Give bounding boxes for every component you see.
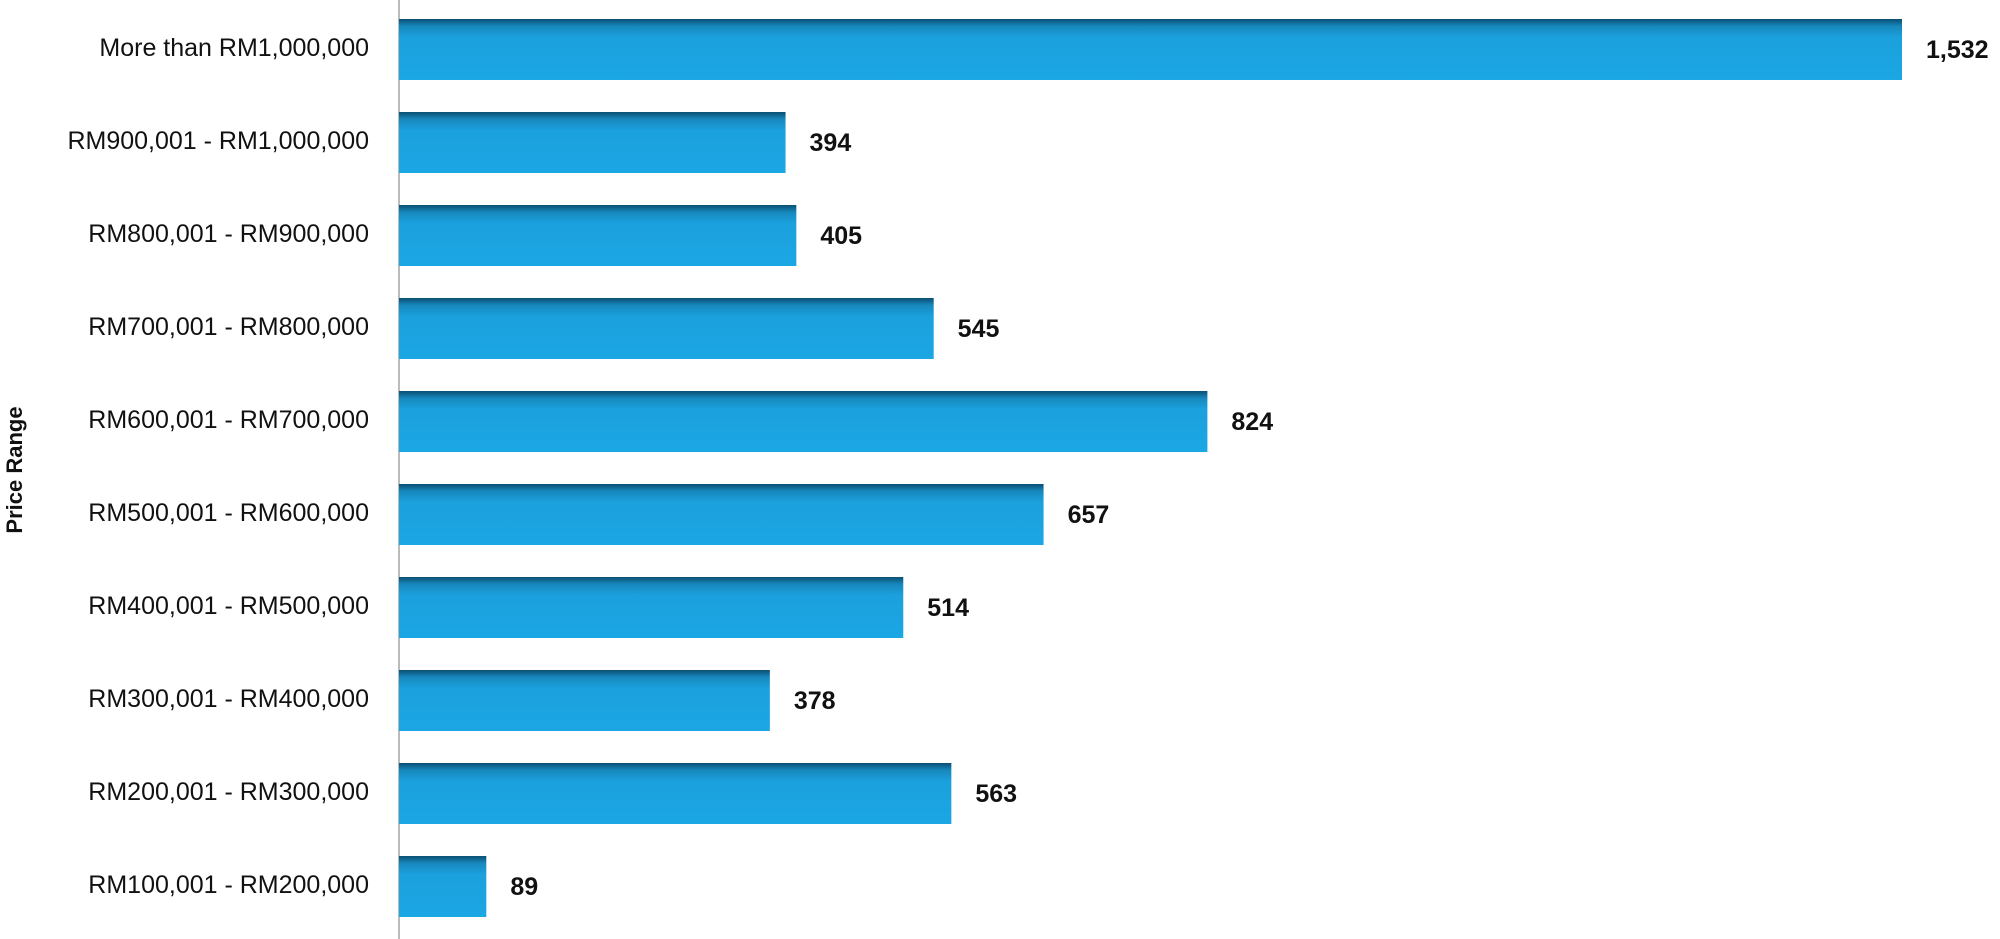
- data-label: 1,532: [1926, 36, 1989, 64]
- bar: [399, 670, 770, 731]
- y-tick-label: RM100,001 - RM200,000: [88, 871, 369, 899]
- bar: [399, 19, 1902, 80]
- data-label: 545: [958, 315, 1000, 343]
- bar: [399, 484, 1044, 545]
- y-tick-label: RM800,001 - RM900,000: [88, 220, 369, 248]
- data-label: 563: [975, 780, 1017, 808]
- y-axis-label: Price Range: [2, 406, 27, 533]
- y-tick-label: More than RM1,000,000: [99, 34, 369, 62]
- data-label: 657: [1068, 501, 1110, 529]
- bar: [399, 391, 1208, 452]
- bar: [399, 577, 904, 638]
- y-tick-label: RM900,001 - RM1,000,000: [67, 127, 369, 155]
- bar: [399, 112, 786, 173]
- data-label: 378: [794, 687, 836, 715]
- y-tick-label: RM400,001 - RM500,000: [88, 592, 369, 620]
- y-tick-label: RM200,001 - RM300,000: [88, 778, 369, 806]
- bar: [399, 856, 487, 917]
- y-tick-label: RM600,001 - RM700,000: [88, 406, 369, 434]
- bar: [399, 205, 797, 266]
- bar: [399, 298, 934, 359]
- bar: [399, 763, 952, 824]
- data-label: 394: [810, 129, 852, 157]
- data-label: 514: [927, 594, 969, 622]
- y-tick-label: RM700,001 - RM800,000: [88, 313, 369, 341]
- data-label: 824: [1231, 408, 1273, 436]
- data-label: 405: [820, 222, 862, 250]
- data-label: 89: [510, 873, 538, 901]
- y-tick-label: RM500,001 - RM600,000: [88, 499, 369, 527]
- y-tick-label: RM300,001 - RM400,000: [88, 685, 369, 713]
